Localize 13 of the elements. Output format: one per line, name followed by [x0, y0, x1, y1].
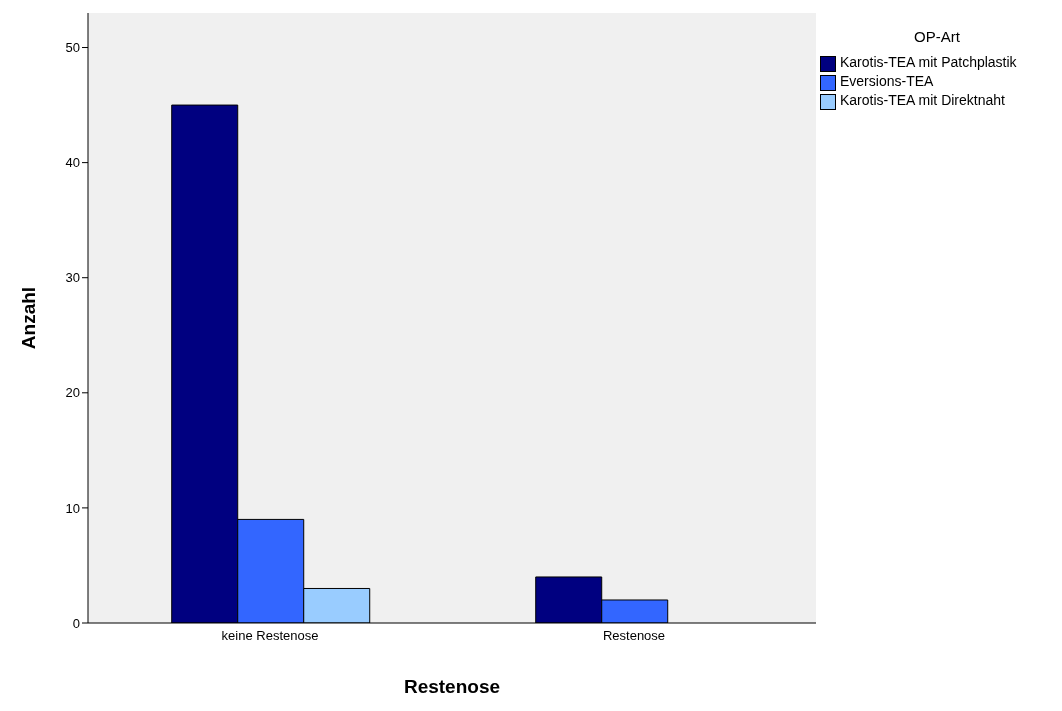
legend-label: Karotis-TEA mit Patchplastik	[840, 54, 1017, 70]
legend-label: Eversions-TEA	[840, 73, 934, 89]
x-tick-label: keine Restenose	[221, 628, 319, 644]
y-axis-title: Anzahl	[17, 286, 39, 350]
y-tick-label: 40	[65, 155, 80, 171]
legend-label: Karotis-TEA mit Direktnaht	[840, 92, 1005, 108]
legend-title: OP-Art	[913, 28, 961, 45]
y-tick-label: 0	[72, 615, 80, 631]
y-tick-label: 30	[65, 270, 80, 286]
x-axis-title: Restenose	[403, 676, 501, 697]
y-tick-label: 50	[65, 40, 80, 56]
y-tick-label: 10	[65, 500, 80, 516]
y-tick-label: 20	[65, 385, 80, 401]
